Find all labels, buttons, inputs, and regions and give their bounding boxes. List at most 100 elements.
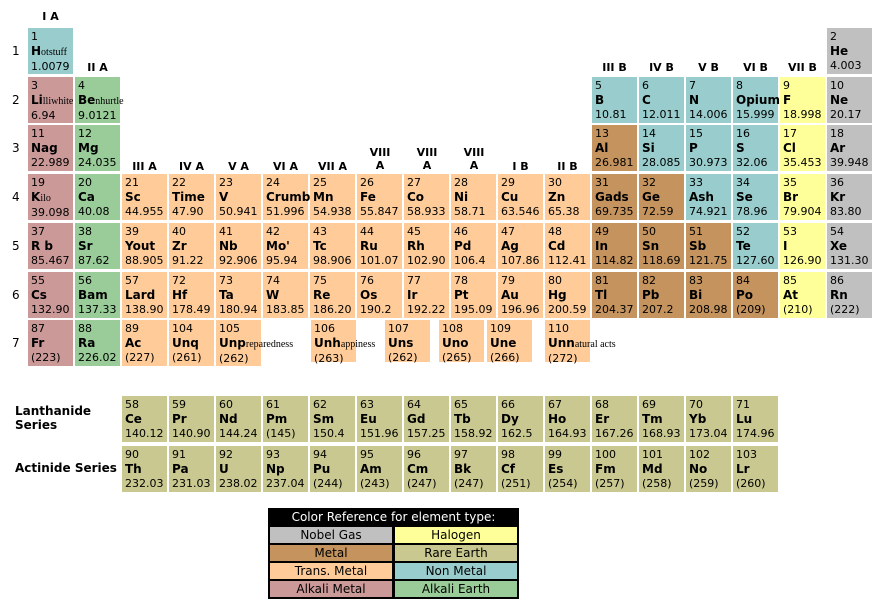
- symbol: Zn: [548, 190, 566, 205]
- symbol: Pt: [454, 287, 469, 302]
- element-cell: 41 Nb 92.906: [216, 222, 261, 269]
- atomic-number: 83: [689, 273, 703, 287]
- atomic-mass: 121.75: [689, 253, 728, 267]
- symbol: Li: [31, 92, 43, 107]
- symbol: Tl: [595, 287, 608, 302]
- atomic-mass: 39.948: [830, 156, 869, 170]
- symbol: Cs: [31, 287, 47, 302]
- element-cell: 100 Fm (257): [592, 446, 637, 492]
- atomic-mass: 164.93: [548, 427, 587, 440]
- symbol: Tb: [454, 412, 471, 426]
- symbol: Sr: [78, 238, 93, 253]
- symbol: Pr: [172, 412, 187, 426]
- atomic-mass: 88.905: [125, 253, 164, 267]
- element-cell: 57 Lard 138.90: [122, 271, 167, 318]
- atomic-mass: 151.96: [360, 427, 399, 440]
- element-cell: 36 Kr 83.80: [827, 174, 872, 221]
- element-cell: 80 Hg 200.59: [545, 271, 590, 318]
- symbol: K: [31, 190, 41, 205]
- atomic-mass: 102.90: [407, 253, 446, 267]
- symbol: Lard: [125, 287, 156, 302]
- atomic-number: 1: [31, 30, 38, 43]
- atomic-mass: 140.12: [125, 427, 164, 440]
- atomic-number: 100: [595, 448, 616, 461]
- atomic-mass: 95.94: [266, 253, 298, 267]
- atomic-mass: 4.003: [830, 59, 862, 72]
- element-cell: 26 Fe 55.847: [357, 174, 402, 221]
- atomic-number: 25: [313, 176, 327, 190]
- symbol: Ne: [830, 92, 849, 107]
- symbol: Bi: [689, 287, 703, 302]
- element-cell: 97 Bk (247): [451, 446, 496, 492]
- legend-item: Alkali Earth: [395, 581, 517, 597]
- atomic-number: 61: [266, 398, 280, 411]
- symbol: Mg: [78, 141, 99, 156]
- element-cell: 83 Bi 208.98: [686, 271, 731, 318]
- atomic-number: 42: [266, 224, 280, 238]
- atomic-mass: (265): [442, 351, 472, 365]
- atomic-number: 85: [783, 273, 797, 287]
- element-cell: 91 Pa 231.03: [169, 446, 214, 492]
- atomic-number: 19: [31, 176, 45, 190]
- element-cell: 110 Unnatural acts (272): [545, 320, 616, 365]
- atomic-number: 23: [219, 176, 233, 190]
- group-label: VI A: [273, 160, 298, 173]
- symbol: R b: [31, 238, 54, 253]
- atomic-number: 24: [266, 176, 280, 190]
- atomic-mass: 15.999: [736, 107, 775, 121]
- symbol: Bk: [454, 462, 472, 476]
- element-cell: 20 Ca 40.08: [75, 174, 120, 221]
- symbol: Xe: [830, 238, 848, 253]
- atomic-number: 34: [736, 176, 750, 190]
- element-cell: 92 U 238.02: [216, 446, 261, 492]
- symbol: Gd: [407, 412, 426, 426]
- legend-item: Rare Earth: [395, 545, 517, 561]
- element-cell: 42 Mo' 95.94: [263, 222, 308, 269]
- name-suffix: appiness: [340, 339, 376, 351]
- element-cell: 59 Pr 140.90: [169, 396, 214, 442]
- element-cell: 30 Zn 65.38: [545, 174, 590, 221]
- symbol: Ra: [78, 336, 96, 351]
- atomic-number: 26: [360, 176, 374, 190]
- element-cell: 52 Te 127.60: [733, 222, 778, 269]
- symbol: Au: [501, 287, 519, 302]
- element-cell: 3 Lilliwhite 6.94: [28, 76, 73, 123]
- atomic-mass: 127.60: [736, 253, 775, 267]
- atomic-number: 70: [689, 398, 703, 411]
- symbol: Np: [266, 462, 285, 476]
- symbol: Crumb: [266, 190, 311, 205]
- group-label: IV A: [179, 160, 204, 173]
- element-cell: 75 Re 186.20: [310, 271, 355, 318]
- element-cell: 60 Nd 144.24: [216, 396, 261, 442]
- symbol: At: [783, 287, 799, 302]
- atomic-mass: 83.80: [830, 205, 862, 219]
- element-cell: 72 Hf 178.49: [169, 271, 214, 318]
- atomic-mass: 190.2: [360, 302, 392, 316]
- atomic-number: 108: [442, 322, 463, 336]
- symbol: B: [595, 92, 605, 107]
- atomic-mass: 150.4: [313, 427, 345, 440]
- element-cell: 37 R b 85.467: [28, 222, 73, 269]
- period-label: 4: [12, 190, 20, 205]
- atomic-mass: 168.93: [642, 427, 681, 440]
- symbol: Po: [736, 287, 754, 302]
- atomic-number: 58: [125, 398, 139, 411]
- atomic-number: 48: [548, 224, 562, 238]
- atomic-mass: 87.62: [78, 253, 110, 267]
- element-cell: 94 Pu (244): [310, 446, 355, 492]
- atomic-mass: 195.09: [454, 302, 493, 316]
- atomic-number: 104: [172, 322, 193, 336]
- atomic-mass: 186.20: [313, 302, 352, 316]
- element-cell: 31 Gads 69.735: [592, 174, 637, 221]
- atomic-number: 64: [407, 398, 421, 411]
- atomic-number: 97: [454, 448, 468, 461]
- atomic-mass: 32.06: [736, 156, 768, 170]
- symbol: Be: [78, 92, 96, 107]
- atomic-mass: (261): [172, 351, 202, 365]
- atomic-number: 59: [172, 398, 186, 411]
- atomic-mass: 207.2: [642, 302, 674, 316]
- atomic-number: 66: [501, 398, 515, 411]
- symbol: Sm: [313, 412, 335, 426]
- element-cell: 39 Yout 88.905: [122, 222, 167, 269]
- legend-item: Trans. Metal: [270, 563, 392, 579]
